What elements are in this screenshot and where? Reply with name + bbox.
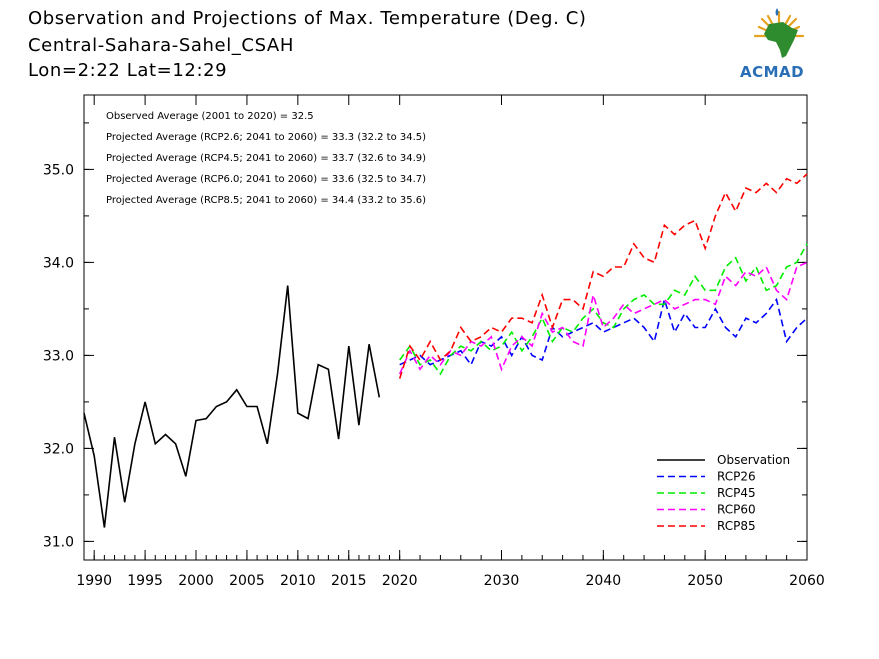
x-tick-label-8: 2040: [586, 573, 622, 589]
legend-label-rcp60: RCP60: [717, 503, 756, 517]
acmad-africa-logo-icon: [753, 8, 805, 58]
annotation-line-1: Projected Average (RCP2.6; 2041 to 2060)…: [106, 132, 426, 143]
x-tick-label-6: 2020: [382, 573, 418, 589]
series-lines: [83, 173, 808, 528]
x-tick-label-10: 2060: [789, 573, 825, 589]
y-tick-label-3: 34.0: [43, 255, 74, 271]
legend-label-rcp45: RCP45: [717, 486, 756, 500]
x-tick-label-2: 2000: [178, 573, 214, 589]
series-line-rcp26: [399, 296, 808, 367]
annotations: Observed Average (2001 to 2020) = 32.5 Pr…: [106, 111, 426, 206]
series-line-rcp85: [398, 173, 808, 379]
annotation-line-3: Projected Average (RCP6.0; 2041 to 2060)…: [106, 174, 426, 185]
legend: Observation RCP26 RCP45 RCP60 RCP85: [657, 453, 790, 533]
y-tick-label-2: 33.0: [43, 348, 74, 364]
legend-label-rcp26: RCP26: [717, 470, 756, 484]
series-line-observation: [83, 285, 381, 528]
x-tick-label-4: 2010: [280, 573, 316, 589]
x-tick-label-1: 1995: [127, 573, 163, 589]
x-tick-label-7: 2030: [484, 573, 520, 589]
y-tick-label-4: 35.0: [43, 162, 74, 178]
series-line-rcp45: [399, 243, 808, 376]
annotation-line-0: Observed Average (2001 to 2020) = 32.5: [106, 111, 314, 122]
x-tick-label-3: 2005: [229, 573, 265, 589]
y-tick-label-0: 31.0: [43, 534, 74, 550]
annotation-line-4: Projected Average (RCP8.5; 2041 to 2060)…: [106, 195, 426, 206]
x-tick-label-9: 2050: [687, 573, 723, 589]
axis-ticks: 1990 1995 2000 2005 2010 2015 2020 2030 2040 2050…: [43, 95, 825, 589]
x-tick-label-0: 1990: [76, 573, 112, 589]
chart-title: Observation and Projections of Max. Temp…: [28, 8, 587, 29]
location-coordinates: Lon=2:22 Lat=12:29: [28, 60, 228, 81]
region-name: Central-Sahara-Sahel_CSAH: [28, 35, 294, 56]
annotation-line-2: Projected Average (RCP4.5; 2041 to 2060)…: [106, 153, 426, 164]
x-tick-label-5: 2015: [331, 573, 367, 589]
legend-label-rcp85: RCP85: [717, 519, 756, 533]
legend-label-observation: Observation: [717, 453, 790, 467]
plot-frame: [83, 94, 808, 561]
acmad-logo-text: ACMAD: [740, 63, 805, 81]
y-tick-label-1: 32.0: [43, 441, 74, 457]
